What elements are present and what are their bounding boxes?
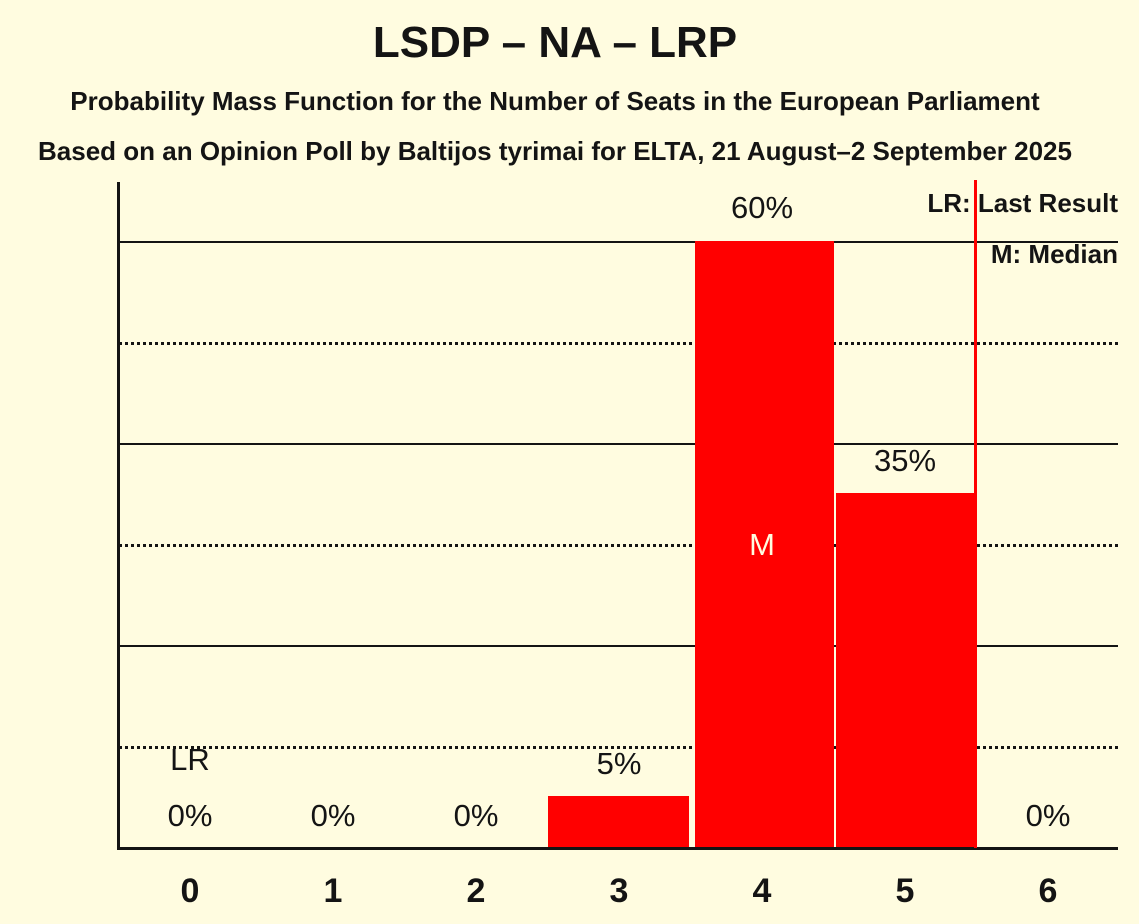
gridline-50 [119, 342, 1118, 345]
bar-value-label-5: 35% [873, 443, 937, 478]
x-tick-label-2: 2 [466, 872, 486, 910]
x-axis-line [117, 847, 1118, 850]
page-title: LSDP – NA – LRP [372, 18, 738, 67]
gridline-10 [119, 746, 1118, 749]
chart-subtitle: Probability Mass Function for the Number… [70, 86, 1040, 116]
gridline-30 [119, 544, 1118, 547]
last-result-marker: LR [170, 742, 210, 777]
legend-last-result: LR: Last Result [927, 188, 1118, 218]
x-tick-label-6: 6 [1038, 872, 1058, 910]
gridline-40 [119, 443, 1118, 445]
x-tick-label-3: 3 [609, 872, 629, 910]
legend-median: M: Median [990, 239, 1118, 269]
bar-seat-3[interactable] [548, 796, 689, 847]
bar-value-label-6: 0% [1025, 798, 1071, 833]
bar-seat-5[interactable] [836, 493, 975, 847]
gridline-20 [119, 645, 1118, 647]
median-marker: M [749, 527, 775, 562]
x-tick-label-5: 5 [895, 872, 915, 910]
bar-value-label-4: 60% [730, 190, 794, 225]
plot-area: 60% 40% 20% 0% 0% 0% 5% 60% 35% 0% LR M … [117, 180, 1118, 910]
median-line [974, 180, 977, 848]
gridline-60 [119, 241, 1118, 243]
x-tick-label-0: 0 [180, 872, 200, 910]
chart-source-line: Based on an Opinion Poll by Baltijos tyr… [38, 136, 1072, 166]
bar-value-label-1: 0% [310, 798, 356, 833]
bar-value-label-3: 5% [596, 746, 642, 781]
bar-value-label-0: 0% [167, 798, 213, 833]
bar-seat-4[interactable] [695, 241, 834, 847]
x-tick-label-1: 1 [323, 872, 343, 910]
x-tick-label-4: 4 [752, 872, 772, 910]
bar-value-label-2: 0% [453, 798, 499, 833]
y-axis-line [117, 182, 120, 848]
